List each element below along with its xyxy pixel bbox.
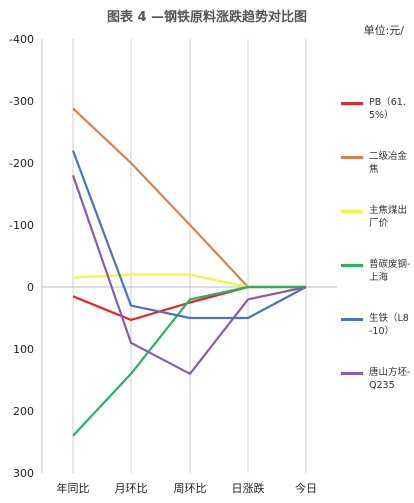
series-layer <box>71 107 307 437</box>
legend-item: PB（61.5%） <box>341 96 411 150</box>
legend-item: 唐山方坯-Q235 <box>341 366 411 420</box>
legend-item: 主焦煤出厂价 <box>341 204 411 258</box>
legend-label: 二级冶金焦 <box>369 151 408 175</box>
y-tick-label: 300 <box>13 467 34 480</box>
legend-label: 生铁（L8-10） <box>369 313 409 337</box>
series-line-5 <box>71 175 307 375</box>
y-tick-label: -400 <box>9 33 34 46</box>
legend-swatch <box>341 102 363 105</box>
legend-label: PB（61.5%） <box>369 97 406 121</box>
axis-layer: -400 -300 -200 -100 0 100 200 300 年同比 月环比 周环比 日涨跌 今日 <box>9 33 337 495</box>
legend-swatch <box>341 264 363 267</box>
y-tick-label: 0 <box>27 281 34 294</box>
x-tick-label: 年同比 <box>57 481 90 495</box>
legend-swatch <box>341 210 363 213</box>
legend-swatch <box>341 318 363 321</box>
y-tick-label: 100 <box>13 343 34 356</box>
legend-swatch <box>341 156 363 159</box>
chart-title: 图表 4 —钢铁原料涨跌趋势对比图 <box>106 10 308 25</box>
legend-item: 生铁（L8-10） <box>341 312 411 366</box>
x-tick-label: 日涨跌 <box>232 481 265 495</box>
y-tick-label: -300 <box>9 95 34 108</box>
x-tick-label: 周环比 <box>174 482 207 495</box>
y-tick-label: -100 <box>9 219 34 232</box>
legend-item: 普碳废钢-上海 <box>341 258 411 312</box>
y-tick-label: -200 <box>9 157 34 170</box>
legend-swatch <box>341 372 363 375</box>
legend-label: 普碳废钢-上海 <box>369 259 411 283</box>
x-tick-label: 今日 <box>295 481 317 495</box>
legend: PB（61.5%） 二级冶金焦主焦煤出厂价 普碳废钢-上海 生铁（L8-10） 唐山方坯… <box>341 96 411 420</box>
series-line-4 <box>71 150 307 320</box>
x-tick-label: 月环比 <box>115 482 148 495</box>
series-line-3 <box>72 285 306 437</box>
y-tick-label: 200 <box>13 405 34 418</box>
legend-label: 唐山方坯-Q235 <box>369 367 411 391</box>
legend-label: 主焦煤出厂价 <box>369 205 408 229</box>
grid-layer <box>72 39 307 473</box>
legend-item: 二级冶金焦 <box>341 150 411 204</box>
unit-label: 单位:元/ <box>363 24 404 37</box>
